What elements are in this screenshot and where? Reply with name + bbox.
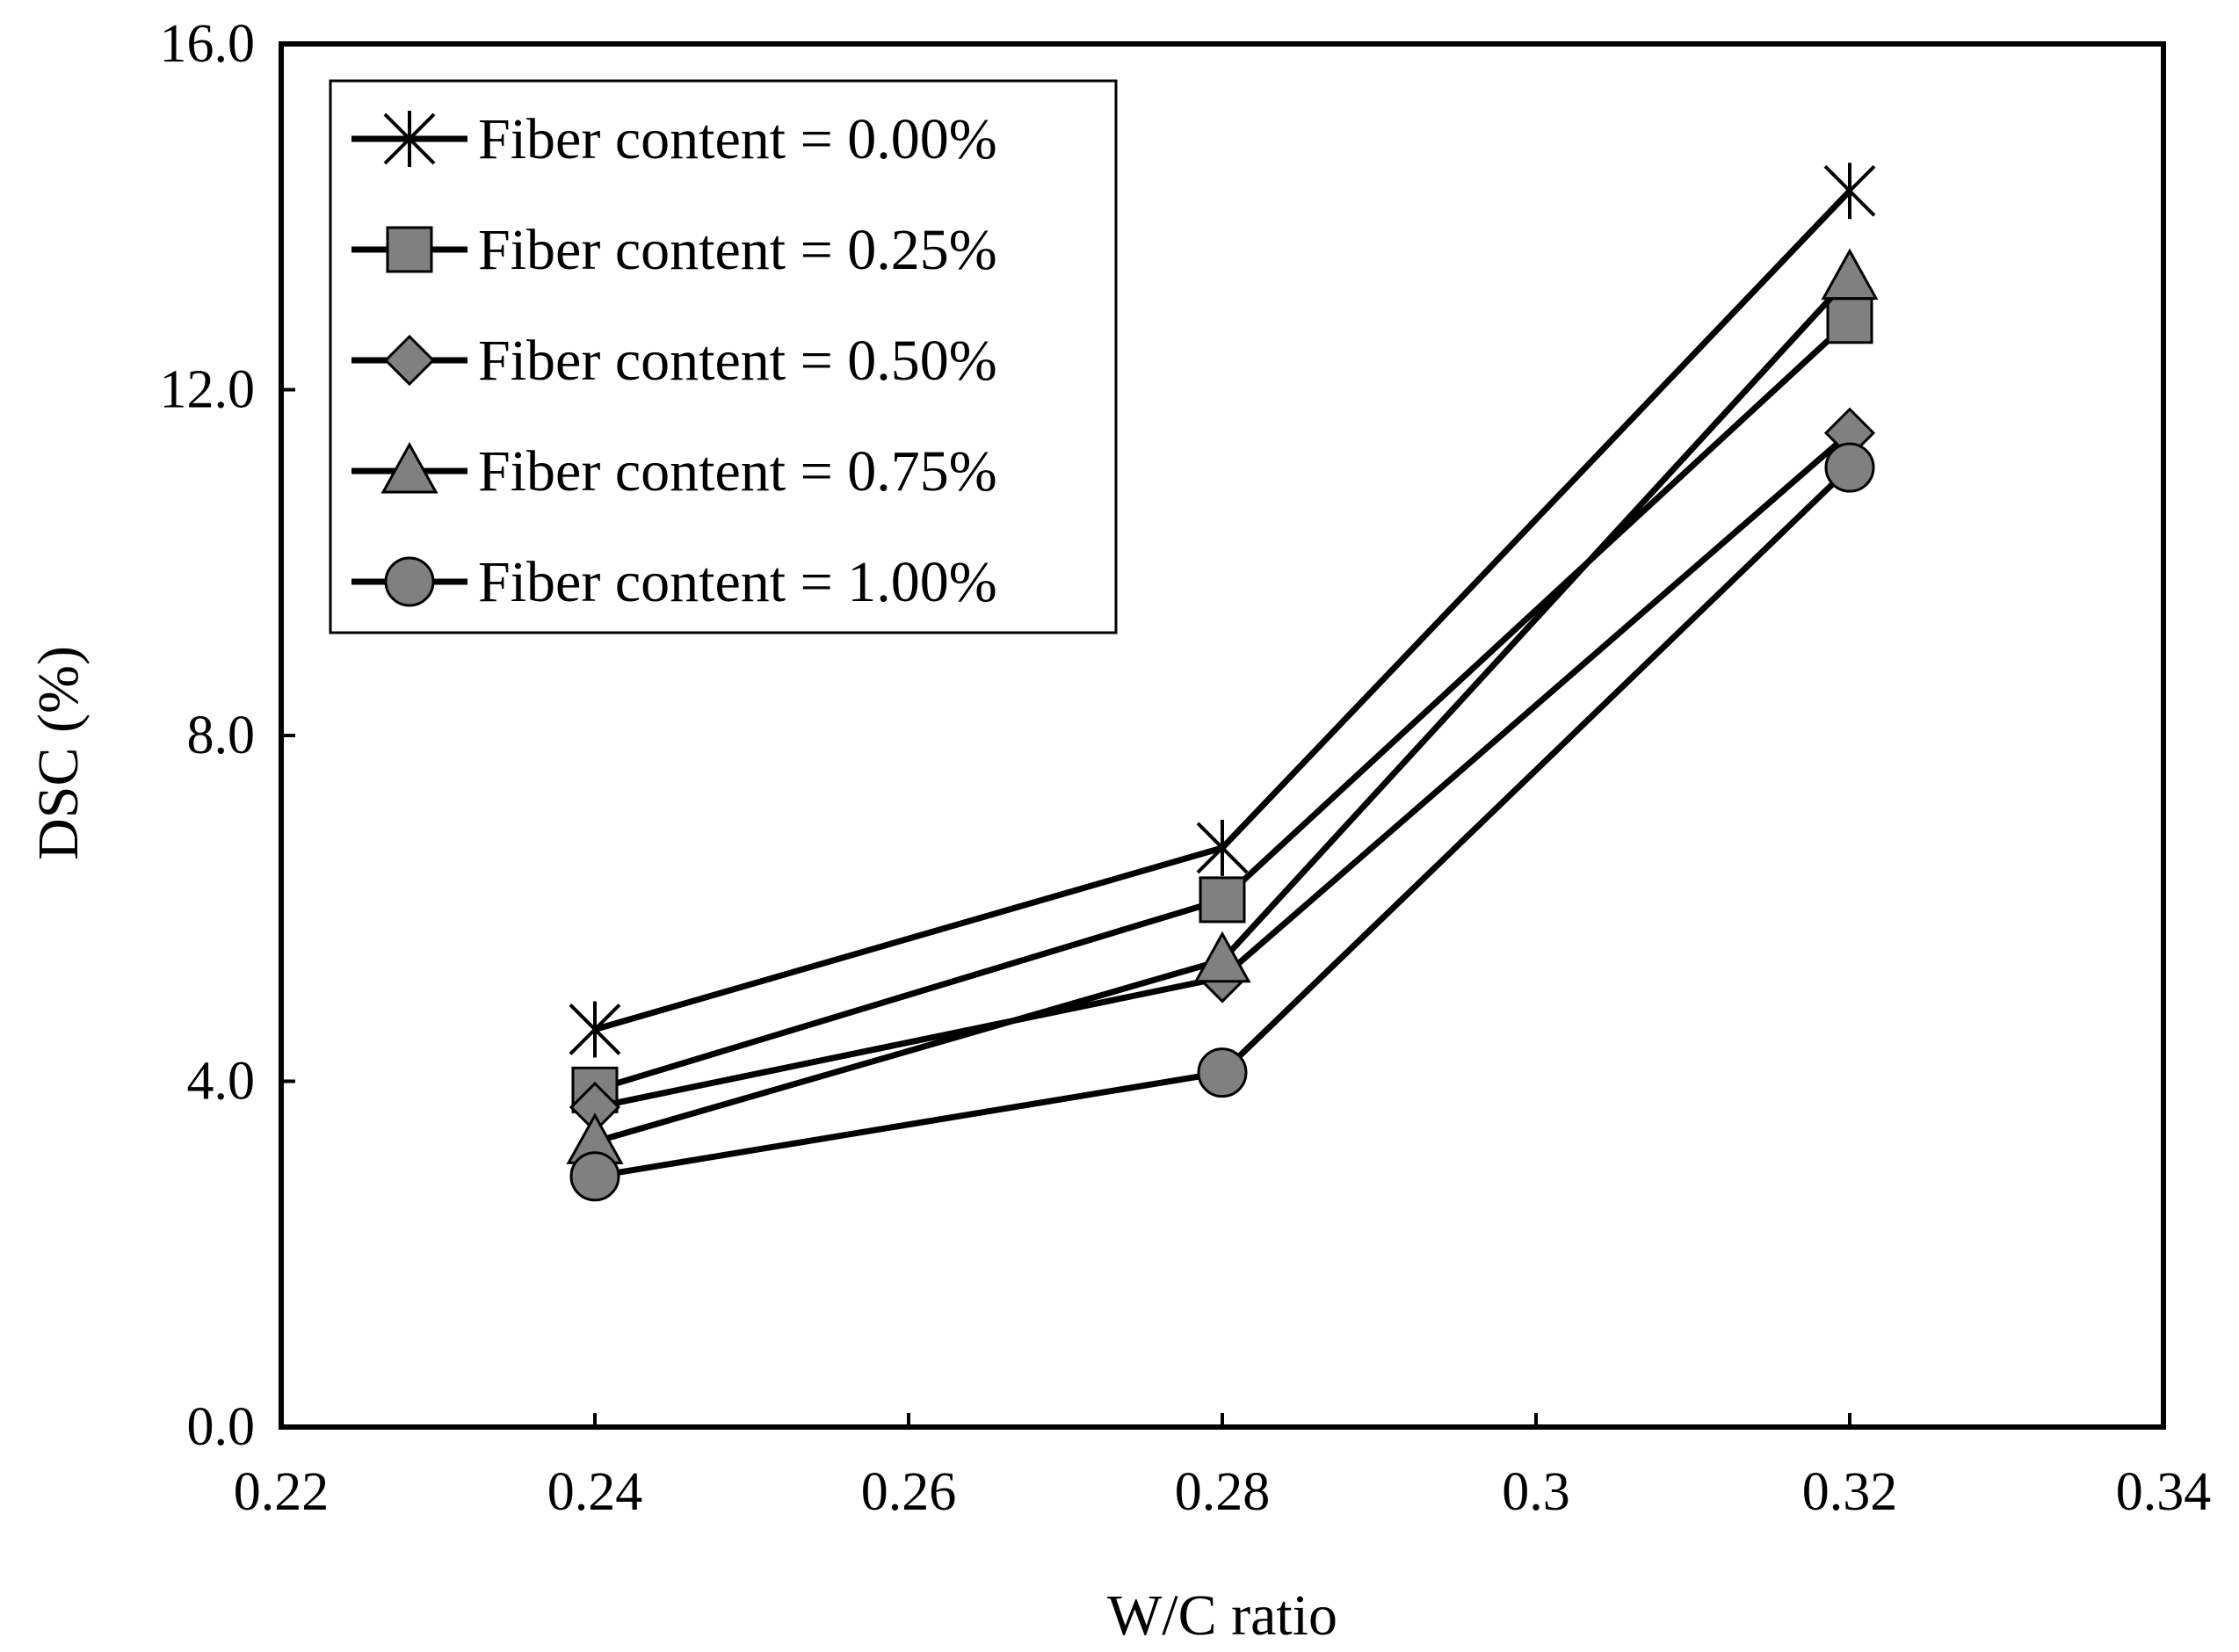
x-tick-label: 0.22 (234, 1462, 330, 1522)
data-point-square (1199, 876, 1246, 924)
legend-box (329, 79, 1118, 634)
legend-label: Fiber content = 0.75% (478, 439, 997, 504)
legend-label: Fiber content = 0.50% (478, 329, 997, 393)
data-point-circle (569, 1151, 620, 1202)
x-tick-label: 0.32 (1802, 1462, 1898, 1522)
data-point-triangle (1821, 248, 1879, 301)
x-tick-label: 0.24 (547, 1462, 643, 1522)
legend-marker-square (386, 226, 433, 273)
legend-item: Fiber content = 0.00% (351, 107, 997, 171)
data-point-circle (1824, 442, 1875, 493)
data-point-triangle (1193, 931, 1251, 983)
data-point-circle (1197, 1047, 1248, 1098)
series-layer (566, 163, 1879, 1202)
y-tick-label: 4.0 (187, 1052, 256, 1112)
y-tick-label: 8.0 (187, 706, 256, 765)
legend-marker-asterisk (383, 111, 436, 167)
series-asterisk (569, 163, 1876, 1058)
legend-item: Fiber content = 1.00% (351, 550, 997, 614)
series-triangle (566, 248, 1879, 1164)
x-axis-title: W/C ratio (1107, 1583, 1337, 1648)
data-point-asterisk (1823, 163, 1876, 220)
legend: Fiber content = 0.00% Fiber content = 0.2… (329, 79, 1118, 634)
ticks-layer: 0.22 0.24 0.26 0.28 0.3 0.32 0.34 0.0 4.0 8.0 12.0… (160, 14, 2212, 1522)
legend-label: Fiber content = 0.25% (478, 218, 997, 282)
data-point-asterisk (569, 1001, 621, 1058)
legend-marker-circle (384, 556, 435, 607)
legend-marker-triangle (380, 441, 438, 494)
legend-marker-diamond (383, 334, 436, 387)
series-square (571, 297, 1873, 1113)
x-tick-label: 0.28 (1175, 1462, 1271, 1522)
data-point-square (1826, 297, 1873, 344)
x-tick-label: 0.34 (2116, 1462, 2212, 1522)
series-circle (569, 442, 1875, 1202)
legend-item: Fiber content = 0.50% (351, 329, 997, 393)
x-tick-label: 0.26 (861, 1462, 957, 1522)
y-axis-title: DSC (%) (26, 646, 91, 860)
data-point-asterisk (1196, 819, 1249, 876)
legend-label: Fiber content = 1.00% (478, 550, 997, 614)
legend-item: Fiber content = 0.75% (351, 439, 997, 504)
legend-item: Fiber content = 0.25% (351, 218, 997, 282)
y-tick-label: 0.0 (187, 1397, 256, 1457)
y-tick-label: 12.0 (160, 360, 256, 420)
legend-label: Fiber content = 0.00% (478, 107, 997, 171)
x-tick-label: 0.3 (1502, 1462, 1570, 1522)
y-tick-label: 16.0 (160, 14, 256, 74)
